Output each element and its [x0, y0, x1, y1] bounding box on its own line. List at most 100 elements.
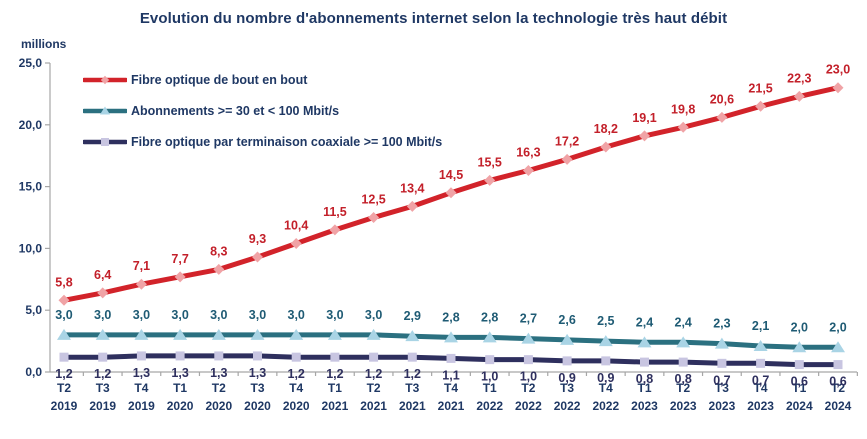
marker-triangle [598, 335, 613, 347]
data-label-series-1: 3,0 [210, 308, 227, 322]
data-label-series-2: 0,6 [829, 375, 846, 389]
data-label-series-1: 3,0 [288, 308, 305, 322]
x-axis-year-label: 2020 [167, 399, 194, 413]
marker-diamond [600, 141, 612, 153]
marker-triangle [405, 330, 420, 342]
marker-square [485, 355, 495, 365]
data-label-series-0: 19,8 [671, 102, 695, 116]
data-label-series-2: 1,3 [171, 366, 188, 380]
marker-diamond [252, 251, 263, 263]
x-axis-quarter-label: T3 [715, 381, 729, 395]
y-tick-label: 5,0 [25, 303, 42, 317]
y-tick-label: 15,0 [19, 180, 43, 194]
marker-square [717, 358, 727, 368]
data-label-series-0: 6,4 [94, 268, 111, 282]
x-axis-year-label: 2021 [399, 399, 426, 413]
marker-diamond [290, 237, 302, 249]
marker-triangle [134, 328, 149, 340]
data-label-series-0: 18,2 [594, 122, 618, 136]
data-label-series-1: 2,7 [520, 312, 537, 326]
x-axis-year-label: 2023 [747, 399, 774, 413]
x-axis-year-label: 2020 [283, 399, 310, 413]
data-label-series-1: 2,4 [675, 315, 692, 329]
data-label-series-0: 9,3 [249, 232, 266, 246]
data-label-series-1: 2,5 [597, 314, 614, 328]
marker-square [601, 356, 611, 366]
marker-triangle [831, 341, 845, 353]
marker-triangle [714, 337, 729, 349]
x-axis-quarter-label: T1 [173, 381, 187, 395]
marker-diamond [639, 130, 650, 142]
x-axis-year-label: 2020 [205, 399, 232, 413]
marker-diamond [97, 287, 109, 299]
data-label-series-2: 1,1 [442, 368, 459, 382]
x-axis-quarter-label: T1 [483, 381, 497, 395]
x-axis-year-label: 2021 [360, 399, 387, 413]
y-tick-label: 10,0 [19, 241, 43, 255]
legend-marker-diamond [100, 75, 110, 85]
legend-swatch-triangle [83, 106, 127, 115]
marker-square [523, 355, 533, 365]
data-label-series-1: 3,0 [249, 308, 266, 322]
x-axis-year-label: 2023 [709, 399, 736, 413]
data-label-series-1: 2,0 [791, 320, 808, 334]
data-label-series-1: 2,0 [829, 320, 846, 334]
data-label-series-0: 14,5 [439, 168, 463, 182]
data-label-series-2: 0,8 [675, 372, 692, 386]
marker-square [214, 351, 224, 361]
data-label-series-1: 2,1 [752, 319, 769, 333]
marker-square [562, 356, 572, 366]
marker-diamond [484, 174, 496, 186]
data-label-series-0: 13,4 [400, 181, 424, 195]
marker-square [253, 351, 262, 361]
data-label-series-1: 3,0 [326, 308, 343, 322]
x-axis-year-label: 2019 [51, 399, 78, 413]
data-label-series-2: 1,2 [94, 367, 111, 381]
data-label-series-0: 11,5 [323, 205, 347, 219]
x-axis-year-label: 2022 [515, 399, 542, 413]
x-axis-quarter-label: T3 [560, 381, 574, 395]
x-axis-quarter-label: T2 [57, 381, 71, 395]
marker-square [446, 353, 456, 363]
marker-diamond [832, 82, 844, 94]
x-axis-year-label: 2024 [786, 399, 813, 413]
data-label-series-2: 0,7 [752, 373, 769, 387]
marker-square [330, 352, 340, 362]
x-axis-year-label: 2019 [128, 399, 155, 413]
data-label-series-1: 3,0 [55, 308, 72, 322]
x-axis-quarter-label: T2 [367, 381, 381, 395]
x-axis-quarter-label: T4 [289, 381, 303, 395]
x-axis-quarter-label: T1 [792, 381, 806, 395]
legend-marker-triangle [100, 106, 110, 115]
data-label-series-2: 0,8 [636, 372, 653, 386]
chart-title: Evolution du nombre d'abonnements intern… [139, 10, 728, 27]
data-label-series-1: 2,6 [558, 313, 575, 327]
data-label-series-1: 2,8 [442, 310, 459, 324]
marker-square [756, 358, 766, 368]
data-label-series-2: 1,2 [326, 367, 343, 381]
marker-square [175, 351, 185, 361]
data-label-series-0: 17,2 [555, 134, 579, 148]
data-label-series-2: 0,7 [713, 373, 730, 387]
data-label-series-0: 22,3 [787, 71, 811, 85]
marker-diamond [716, 111, 728, 123]
y-tick-label: 20,0 [19, 118, 43, 132]
data-label-series-0: 7,1 [133, 259, 150, 273]
data-label-series-0: 23,0 [826, 63, 850, 77]
data-label-series-2: 1,2 [288, 367, 305, 381]
marker-diamond [561, 153, 573, 165]
marker-square [369, 352, 379, 362]
x-axis-quarter-label: T3 [96, 381, 110, 395]
data-label-series-2: 1,0 [520, 370, 537, 384]
data-label-series-2: 0,6 [791, 375, 808, 389]
x-axis-year-label: 2023 [670, 399, 697, 413]
marker-triangle [521, 332, 536, 344]
data-label-series-0: 15,5 [478, 155, 502, 169]
data-label-series-0: 21,5 [748, 81, 772, 95]
x-axis-year-label: 2024 [825, 399, 852, 413]
marker-triangle [444, 331, 458, 343]
data-label-series-2: 1,3 [249, 366, 266, 380]
marker-diamond [522, 165, 534, 177]
data-label-series-0: 20,6 [710, 92, 734, 106]
